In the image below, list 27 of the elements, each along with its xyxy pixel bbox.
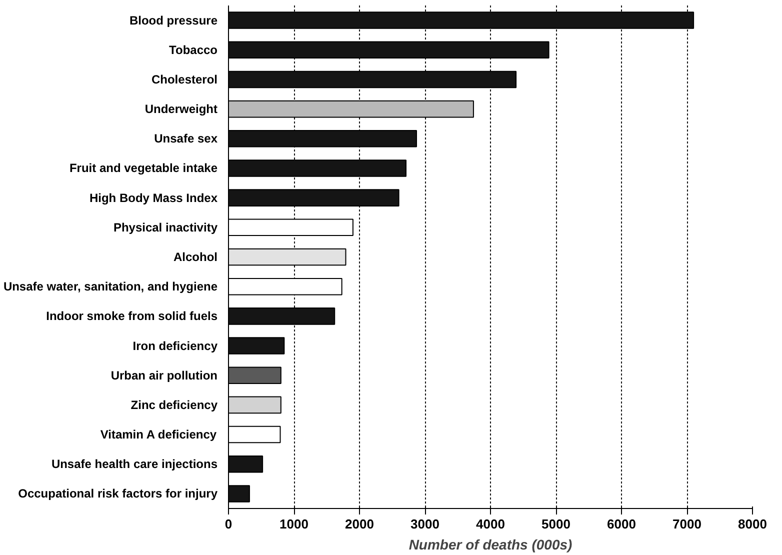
x-tick-label: 0 [224, 516, 232, 532]
y-tick-label: Iron deficiency [132, 338, 218, 353]
y-tick-label: Zinc deficiency [130, 398, 218, 412]
x-tick-label: 6000 [607, 516, 636, 532]
y-tick-label: Cholesterol [151, 72, 218, 86]
x-tick-label: 1000 [280, 516, 308, 532]
y-tick-label: Urban air pollution [110, 368, 218, 382]
y-tick-label: High Body Mass Index [89, 190, 218, 205]
y-tick-label: Blood pressure [129, 13, 218, 28]
y-tick-label: Unsafe sex [154, 132, 218, 146]
y-tick-label: Unsafe water, sanitation, and hygiene [3, 280, 218, 294]
x-tick-label: 2000 [345, 516, 374, 532]
y-tick-label: Occupational risk factors for injury [18, 486, 218, 501]
y-tick-label: Alcohol [174, 250, 218, 264]
x-tick-label: 5000 [542, 516, 570, 532]
y-tick-label: Indoor smoke from solid fuels [46, 309, 218, 324]
y-tick-label: Underweight [144, 102, 218, 116]
x-tick-label: 4000 [476, 516, 505, 532]
x-tick-label: 7000 [672, 516, 702, 532]
x-axis-title: Number of deaths (000s) [408, 536, 573, 552]
x-tick-label: 3000 [410, 516, 440, 532]
y-tick-label: Tobacco [169, 42, 218, 57]
y-tick-label: Physical inactivity [113, 220, 218, 234]
y-tick-label: Vitamin A deficiency [100, 428, 217, 442]
y-tick-label: Fruit and vegetable intake [69, 161, 218, 176]
x-tick-label: 8000 [738, 516, 767, 532]
y-tick-label: Unsafe health care injections [51, 457, 218, 472]
